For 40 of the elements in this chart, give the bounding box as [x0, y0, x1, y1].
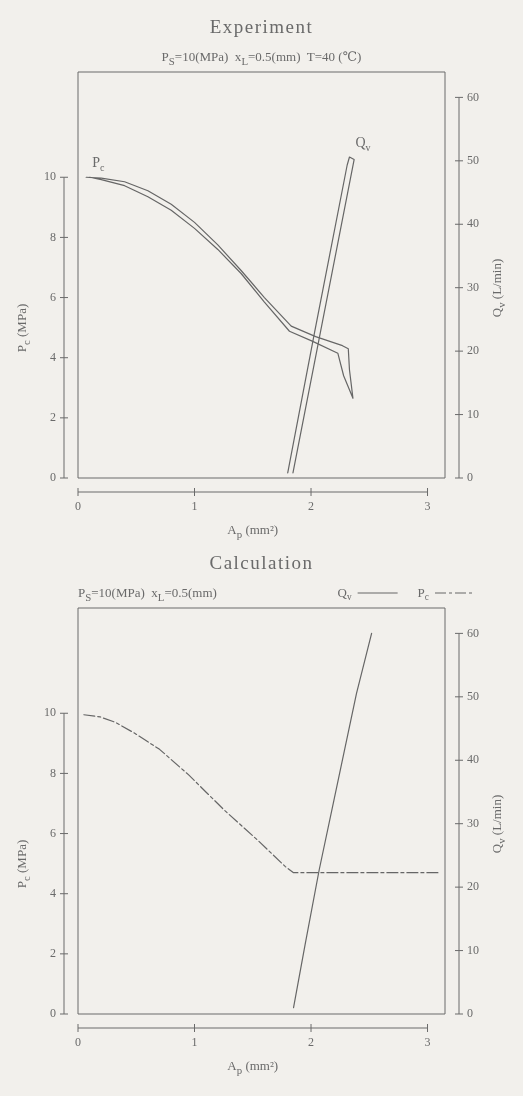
x-axis-title: A$_{p}$ (mm²): [227, 1058, 279, 1078]
x-axis-title: A$_{p}$ (mm²): [227, 522, 279, 542]
y2-tick-label: 40: [467, 216, 479, 231]
y-tick-label: 6: [50, 289, 56, 304]
y2-tick-label: 30: [467, 815, 479, 830]
y2-tick-label: 60: [467, 89, 479, 104]
y2-tick-label: 10: [467, 942, 479, 957]
y-tick-label: 10: [44, 169, 56, 184]
y-tick-label: 8: [50, 765, 56, 780]
y2-tick-label: 0: [467, 1006, 473, 1021]
y-tick-label: 10: [44, 705, 56, 720]
chart-title: Calculation: [209, 552, 314, 573]
y-tick-label: 8: [50, 229, 56, 244]
y2-tick-label: 50: [467, 152, 479, 167]
x-tick-label: 3: [424, 499, 431, 514]
y-tick-label: 2: [50, 946, 56, 961]
chart-title: Experiment: [209, 16, 314, 37]
y2-tick-label: 20: [467, 343, 479, 358]
x-tick-label: 0: [75, 1035, 81, 1050]
chart-subtitle: P$_{S}$=10(MPa) x$_{L}$=0.5(mm): [78, 585, 217, 603]
y2-tick-label: 20: [467, 879, 479, 894]
chart-subtitle: P$_{S}$=10(MPa) x$_{L}$=0.5(mm) T=40 (℃): [161, 49, 362, 67]
x-tick-label: 2: [308, 1035, 315, 1050]
x-tick-label: 0: [75, 499, 81, 514]
x-tick-label: 3: [424, 1035, 431, 1050]
y-tick-label: 4: [50, 885, 56, 900]
y2-tick-label: 50: [467, 688, 479, 703]
y2-tick-label: 60: [467, 625, 479, 640]
y2-tick-label: 0: [467, 470, 473, 485]
y2-tick-label: 30: [467, 279, 479, 294]
y-tick-label: 0: [50, 1006, 56, 1021]
y2-tick-label: 40: [467, 752, 479, 767]
y-tick-label: 6: [50, 825, 56, 840]
x-tick-label: 1: [191, 499, 198, 514]
x-tick-label: 2: [308, 499, 315, 514]
y2-tick-label: 10: [467, 406, 479, 421]
y-tick-label: 2: [50, 410, 56, 425]
y-tick-label: 4: [50, 349, 56, 364]
x-tick-label: 1: [191, 1035, 198, 1050]
y-tick-label: 0: [50, 470, 56, 485]
